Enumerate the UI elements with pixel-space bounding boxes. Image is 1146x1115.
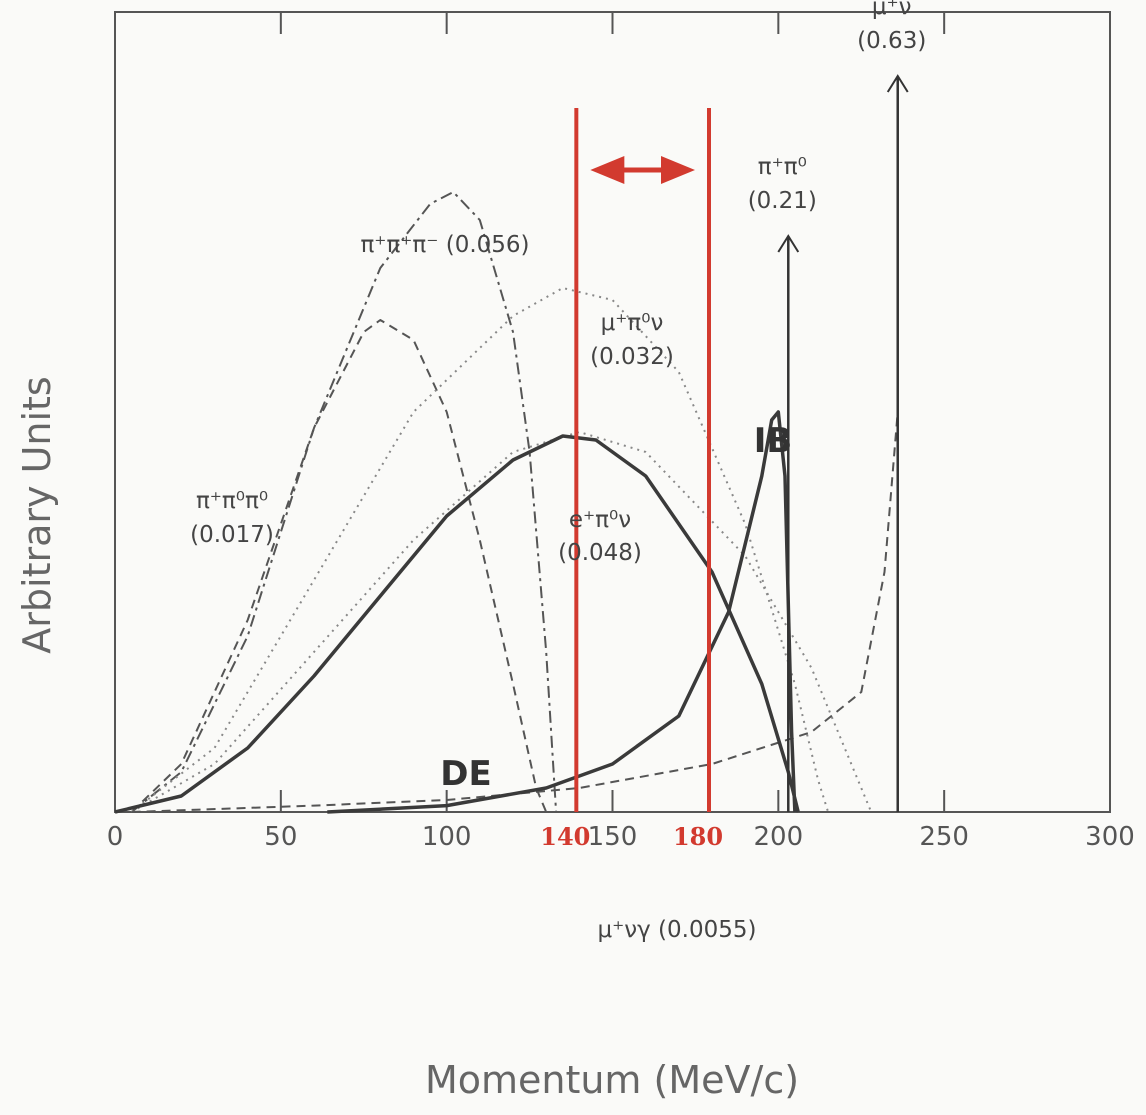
label-mu-pi0-nu: μ⁺π⁰ν: [601, 310, 664, 336]
x-axis-title: Momentum (MeV/c): [425, 1058, 799, 1102]
curve-DE: [114, 434, 800, 814]
plot-frame: [114, 11, 1111, 813]
arrow-head: [886, 74, 909, 93]
spike-label: μ⁺ν: [872, 0, 912, 20]
curve-μ⁺νγ: [131, 411, 899, 813]
region-arrow-head-right: [661, 156, 695, 184]
label-mu-nu-gamma: μ⁺νγ (0.0055): [598, 917, 757, 943]
annotations: π⁺π⁰π⁰ (0.017) π⁺π⁺π⁻ (0.056) μ⁺π⁰ν (0.0…: [190, 232, 792, 943]
spike-arrows: π⁺π⁰ (0.21) μ⁺ν (0.63): [748, 0, 926, 812]
region-arrow-head-left: [590, 156, 625, 184]
x-tick-label: 200: [754, 822, 804, 852]
curve-μ⁺π⁰ν: [130, 287, 830, 813]
x-tick-label: 50: [264, 822, 297, 852]
label-de: DE: [440, 754, 491, 794]
x-tick-label: 300: [1085, 822, 1135, 852]
highlight-tick-label: 180: [673, 822, 723, 851]
value-mu-pi0-nu: (0.032): [590, 344, 674, 370]
curve-π⁺π⁰π⁰: [130, 319, 548, 813]
x-tick-label: 100: [422, 822, 472, 852]
tick-marks: [114, 12, 1111, 812]
x-tick-label: 150: [588, 822, 638, 852]
spike-label: π⁺π⁰: [758, 154, 807, 180]
highlight-tick-label: 140: [540, 822, 590, 851]
x-tick-label: 0: [107, 822, 124, 852]
curve-IB: [327, 410, 797, 814]
x-tick-labels: 0 50 100 150 200 250 300 140 180: [107, 822, 1135, 852]
label-pi-pi0-pi0: π⁺π⁰π⁰: [196, 488, 268, 514]
signal-region: [574, 108, 711, 812]
spike-value: (0.21): [748, 188, 817, 214]
label-pi-pi-pi: π⁺π⁺π⁻ (0.056): [360, 232, 529, 258]
value-e-pi0-nu: (0.048): [558, 540, 642, 566]
x-tick-label: 250: [919, 822, 969, 852]
label-e-pi0-nu: e⁺π⁰ν: [569, 507, 631, 533]
curve-π⁺π⁺π⁻: [130, 191, 558, 813]
label-ib: IB: [754, 421, 793, 461]
arrow-head: [777, 234, 800, 253]
spike-value: (0.63): [857, 28, 926, 54]
value-pi-pi0-pi0: (0.017): [190, 522, 274, 548]
curves: [114, 191, 899, 814]
y-axis-title: Arbitrary Units: [15, 376, 59, 653]
